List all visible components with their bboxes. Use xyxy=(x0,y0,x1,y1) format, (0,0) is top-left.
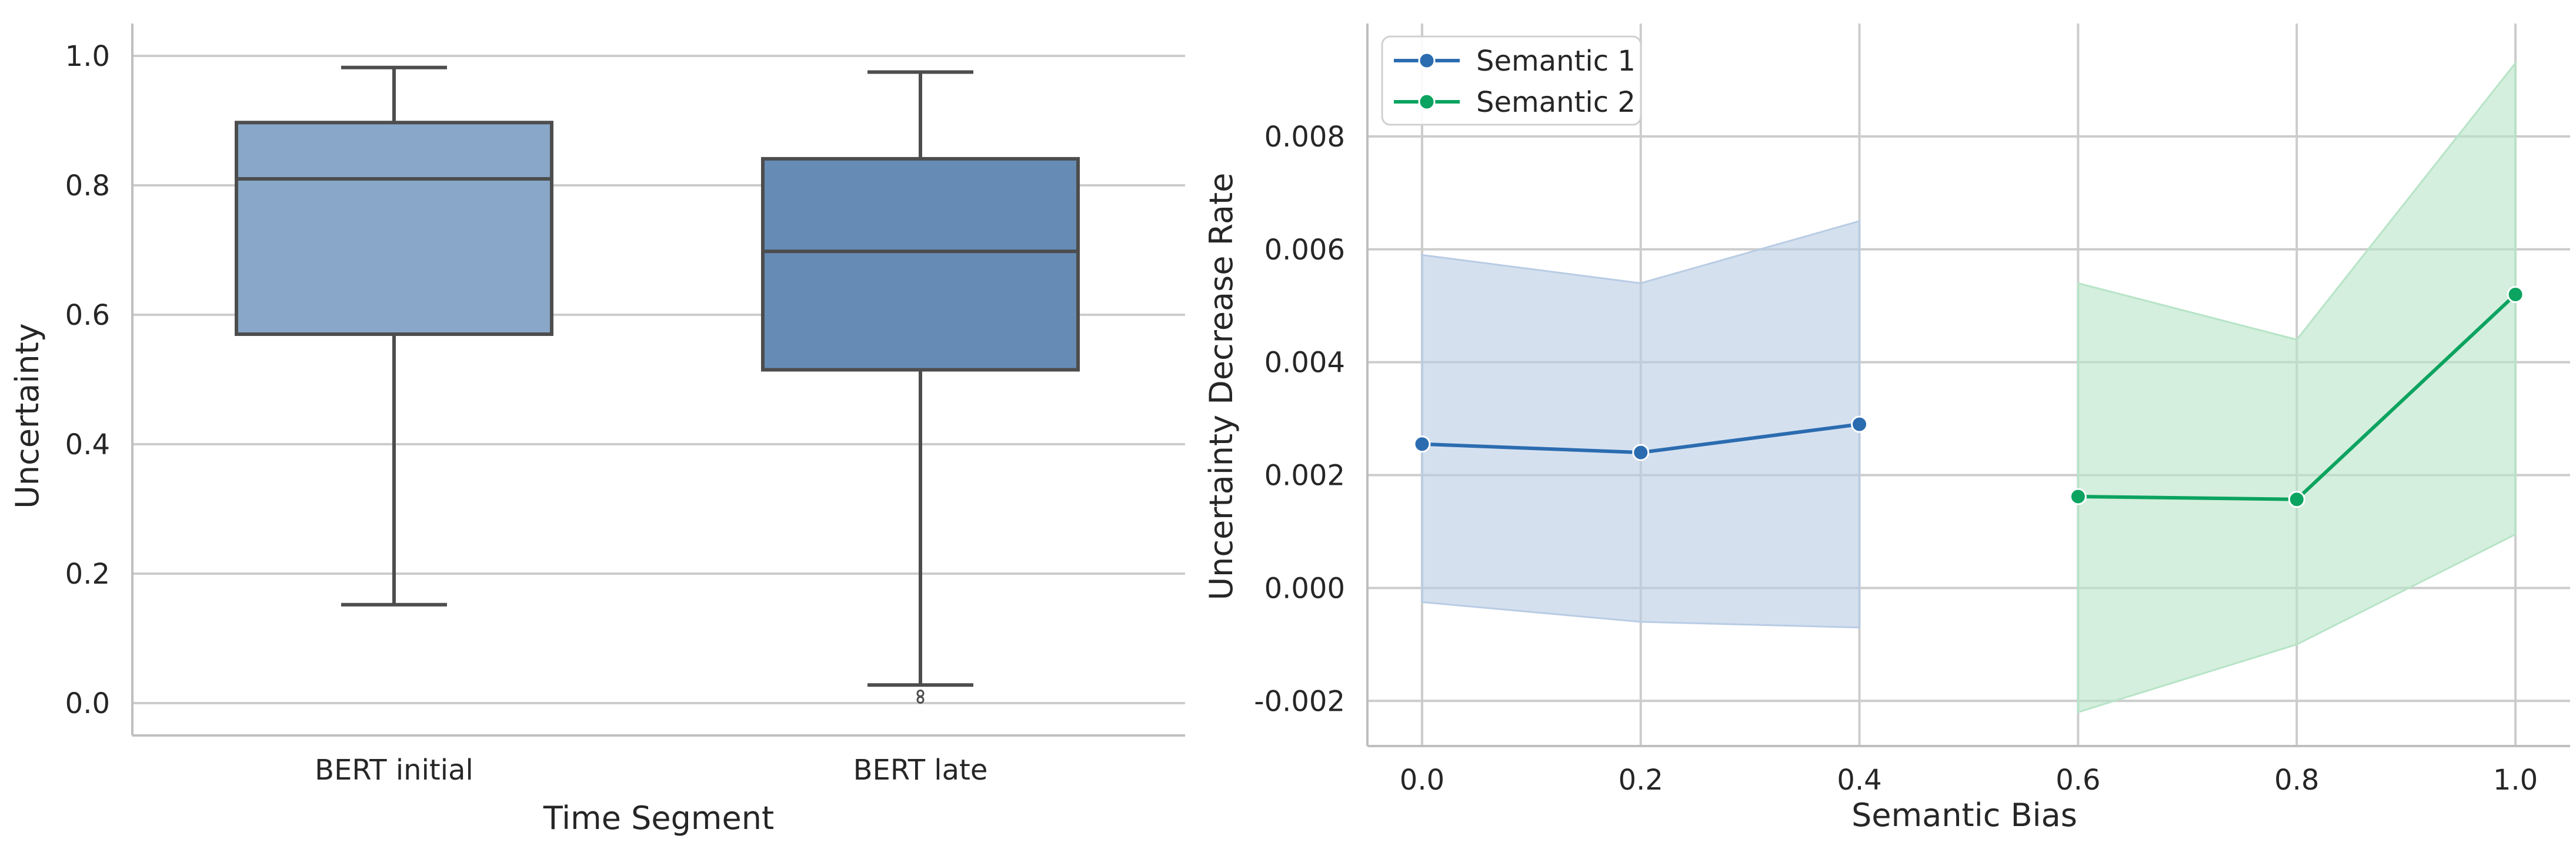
left-x-tick-label: BERT initial xyxy=(315,754,473,787)
left-x-tick-labels: BERT initial BERT late xyxy=(315,754,987,787)
legend-entry-2: Semantic 2 xyxy=(1394,86,1636,119)
data-point-series-1 xyxy=(1851,415,1868,433)
boxes xyxy=(235,65,1080,704)
right-x-tick-label: 0.6 xyxy=(2056,764,2100,797)
right-x-axis-title: Semantic Bias xyxy=(1851,797,2077,834)
legend-label: Semantic 2 xyxy=(1476,86,1636,119)
outlier-point xyxy=(916,696,925,704)
right-x-tick-label: 1.0 xyxy=(2493,764,2538,797)
legend-marker-swatch xyxy=(1418,52,1436,69)
legend-label: Semantic 1 xyxy=(1476,45,1636,78)
right-y-tick-labels: -0.002 0.000 0.002 0.004 0.006 0.008 xyxy=(1254,121,1345,718)
data-point-series-2 xyxy=(2288,491,2305,508)
right-y-tick-label: 0.000 xyxy=(1264,572,1345,605)
box-2 xyxy=(761,70,1080,704)
right-y-tick-label: 0.008 xyxy=(1264,121,1345,154)
left-y-tick-label: 1.0 xyxy=(65,40,110,73)
left-y-tick-label: 0.4 xyxy=(65,428,110,461)
data-point-series-1 xyxy=(1413,435,1431,453)
right-x-tick-label: 0.8 xyxy=(2274,764,2319,797)
right-y-tick-label: -0.002 xyxy=(1254,685,1345,718)
confidence-band-series-2 xyxy=(2077,60,2517,714)
left-y-tick-labels: 0.0 0.2 0.4 0.6 0.8 1.0 xyxy=(65,40,110,720)
right-x-tick-label: 0.0 xyxy=(1400,764,1444,797)
confidence-band-series-1 xyxy=(1421,219,1861,629)
left-y-tick-label: 0.6 xyxy=(65,299,110,332)
data-point-series-1 xyxy=(1632,444,1650,461)
confidence-bands xyxy=(1421,60,2517,714)
right-y-tick-label: 0.004 xyxy=(1264,347,1345,379)
legend-marker-swatch xyxy=(1418,93,1436,111)
box-body xyxy=(761,157,1080,372)
left-x-tick-label: BERT late xyxy=(853,754,988,787)
right-x-tick-labels: 0.0 0.2 0.4 0.6 0.8 1.0 xyxy=(1400,764,2538,797)
legend-entry-1: Semantic 1 xyxy=(1394,45,1636,78)
legend: Semantic 1 Semantic 2 xyxy=(1381,35,1642,126)
outlier-point xyxy=(916,690,925,697)
left-x-axis-title: Time Segment xyxy=(543,800,774,837)
left-y-tick-label: 0.8 xyxy=(65,169,110,202)
right-y-axis-title: Uncertainty Decrease Rate xyxy=(1203,173,1240,601)
box-plot-panel: 0.0 0.2 0.4 0.6 0.8 1.0 BERT initial BERT late… xyxy=(9,24,1185,837)
right-x-tick-label: 0.4 xyxy=(1837,764,1881,797)
data-point-series-2 xyxy=(2507,286,2524,303)
data-point-series-2 xyxy=(2069,488,2087,505)
box-body xyxy=(235,121,553,337)
left-y-axis-title: Uncertainty xyxy=(9,323,46,508)
left-y-tick-label: 0.2 xyxy=(65,558,110,591)
series-lines xyxy=(1413,286,2524,508)
box-1 xyxy=(235,65,553,607)
right-y-tick-label: 0.006 xyxy=(1264,234,1345,267)
left-y-tick-label: 0.0 xyxy=(65,687,110,720)
right-y-tick-label: 0.002 xyxy=(1264,460,1345,492)
right-x-tick-label: 0.2 xyxy=(1619,764,1663,797)
